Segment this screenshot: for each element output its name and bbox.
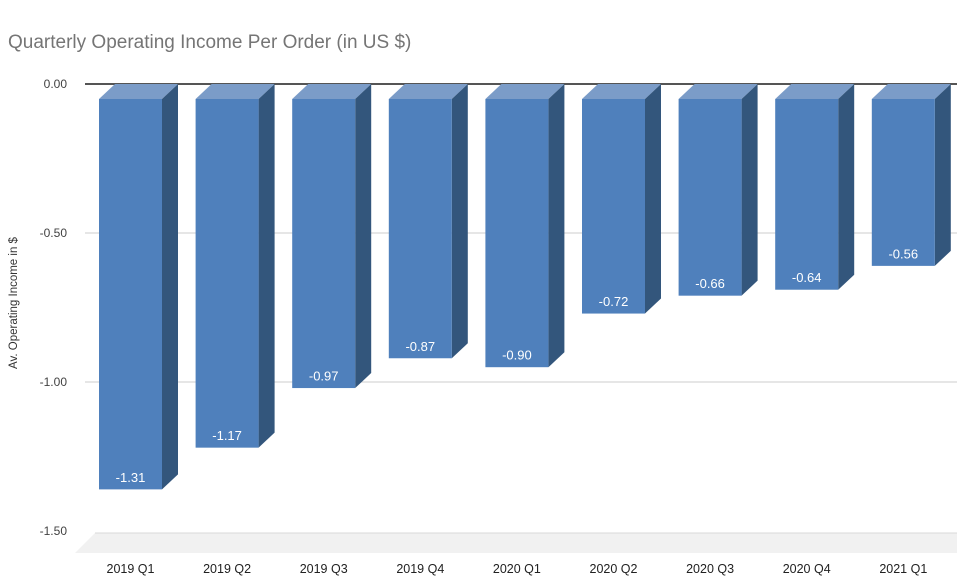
bar-front-face [582, 99, 645, 314]
bar[interactable]: -0.66 [678, 84, 758, 296]
bar-data-label: -0.64 [792, 270, 822, 285]
bar-top-face [99, 84, 178, 99]
bar-data-label: -0.66 [695, 276, 725, 291]
bar-top-face [871, 84, 951, 99]
bar-data-label: -0.87 [405, 339, 435, 354]
chart-floor [75, 533, 957, 553]
bar-data-label: -1.31 [116, 470, 146, 485]
bar-data-label: -0.56 [888, 246, 918, 261]
bar[interactable]: -0.87 [388, 84, 468, 359]
x-tick-label: 2020 Q2 [590, 562, 638, 576]
bar-front-face [195, 99, 259, 448]
bar[interactable]: -1.31 [99, 84, 178, 490]
bar[interactable]: -1.17 [195, 84, 275, 448]
bar[interactable]: -0.72 [582, 84, 661, 314]
bar-top-face [292, 84, 372, 99]
bar-top-face [678, 84, 758, 99]
y-tick-label: -0.50 [40, 226, 68, 240]
bar-side-face [451, 84, 468, 359]
bar[interactable]: -0.97 [292, 84, 372, 389]
bar-data-label: -0.97 [309, 369, 339, 384]
y-tick-label: 0.00 [44, 77, 68, 91]
x-tick-label: 2019 Q2 [203, 562, 251, 576]
bar-side-face [355, 84, 372, 389]
bar[interactable]: -0.56 [871, 84, 951, 266]
bar-side-face [645, 84, 661, 314]
bar-data-label: -1.17 [212, 428, 242, 443]
bar-front-face [775, 99, 839, 290]
bar-side-face [838, 84, 855, 290]
bar-data-label: -0.90 [502, 348, 532, 363]
bar-top-face [582, 84, 661, 99]
x-tick-label: 2020 Q3 [686, 562, 734, 576]
bar-front-face [871, 99, 935, 266]
y-tick-label: -1.00 [40, 375, 68, 389]
bar-top-face [485, 84, 565, 99]
x-tick-label: 2020 Q1 [493, 562, 541, 576]
x-tick-label: 2021 Q1 [879, 562, 927, 576]
bar[interactable]: -0.90 [485, 84, 565, 368]
x-tick-label: 2020 Q4 [783, 562, 831, 576]
bar-front-face [678, 99, 742, 296]
x-tick-label: 2019 Q1 [107, 562, 155, 576]
bar-top-face [195, 84, 275, 99]
bar-data-label: -0.72 [599, 294, 629, 309]
bar-side-face [258, 84, 275, 448]
bar-side-face [548, 84, 565, 368]
bar-front-face [99, 99, 162, 490]
bar[interactable]: -0.64 [775, 84, 855, 290]
bar-top-face [775, 84, 855, 99]
x-tick-label: 2019 Q3 [300, 562, 348, 576]
chart-title: Quarterly Operating Income Per Order (in… [8, 32, 412, 53]
x-tick-label: 2019 Q4 [396, 562, 444, 576]
bar-top-face [388, 84, 468, 99]
bar-front-face [388, 99, 452, 359]
bar-side-face [934, 84, 951, 266]
bar-front-face [485, 99, 549, 368]
bar-side-face [162, 84, 178, 490]
y-tick-label: -1.50 [40, 524, 68, 538]
bar-front-face [292, 99, 356, 389]
bar-side-face [741, 84, 758, 296]
